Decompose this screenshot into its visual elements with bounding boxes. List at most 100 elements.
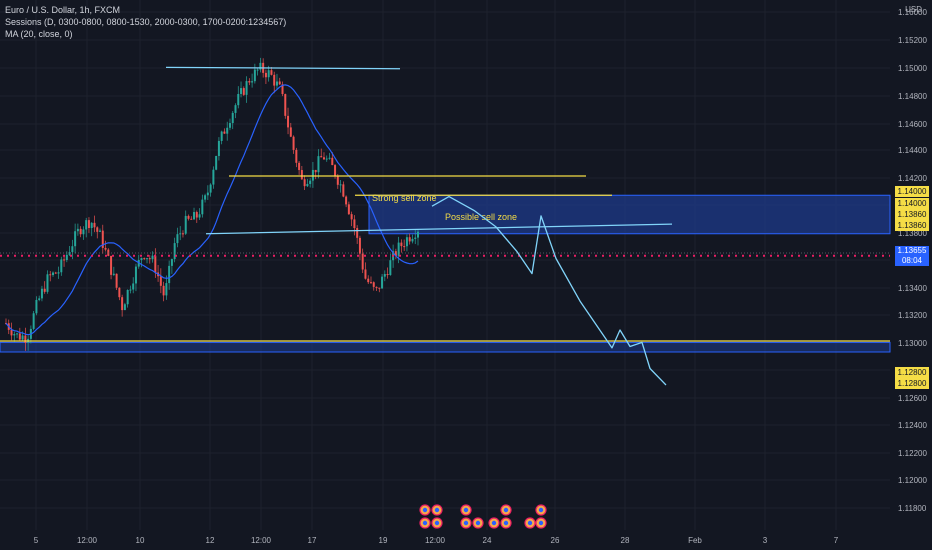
candle-body: [383, 274, 386, 277]
candle-body: [179, 233, 182, 235]
support-trendline: [205, 223, 673, 235]
candle-body: [129, 289, 132, 291]
candle-body: [303, 179, 306, 187]
candle-body: [328, 157, 331, 159]
x-tick-label: 28: [621, 536, 630, 545]
candle-body: [104, 247, 107, 250]
candle-body: [314, 169, 317, 173]
candle-body: [226, 127, 229, 134]
candle-body: [43, 288, 46, 292]
candle-body: [79, 228, 82, 235]
y-tick-label: 1.12400: [898, 421, 927, 430]
candle-body: [228, 123, 231, 128]
price-tag-zone-d: 1.13860: [895, 220, 929, 231]
candle-body: [201, 199, 204, 215]
price-tag-support-a: 1.12800: [895, 367, 929, 378]
candle-body: [386, 274, 389, 276]
candle-body: [223, 131, 226, 134]
y-tick-label: 1.13000: [898, 339, 927, 348]
y-tick-label: 1.15200: [898, 36, 927, 45]
candle-body: [181, 233, 184, 235]
candle-body: [212, 169, 215, 185]
candle-body: [400, 242, 403, 247]
candle-body: [295, 149, 298, 163]
event-flag-icon-core: [422, 520, 428, 526]
candle-body: [165, 283, 168, 296]
candle-body: [364, 269, 367, 279]
candle-body: [76, 228, 79, 232]
candle-body: [162, 285, 165, 296]
candle-body: [187, 215, 190, 219]
candle-body: [306, 183, 309, 187]
price-tag-zone-b: 1.14000: [895, 198, 929, 209]
candle-body: [378, 287, 381, 289]
candle-body: [289, 127, 292, 137]
candle-body: [99, 230, 102, 232]
y-tick-label: 1.13200: [898, 311, 927, 320]
candle-body: [204, 195, 207, 200]
candle-body: [52, 272, 55, 276]
candle-body: [242, 88, 245, 95]
candle-body: [49, 274, 52, 276]
x-tick-label: 24: [483, 536, 492, 545]
price-tag-zone-a: 1.14000: [895, 186, 929, 197]
candle-body: [356, 228, 359, 238]
event-flag-icon-core: [422, 507, 428, 513]
candle-body: [168, 265, 171, 284]
candle-body: [71, 246, 74, 253]
candle-body: [325, 158, 328, 160]
candle-body: [275, 81, 278, 86]
event-flag-icon-core: [538, 507, 544, 513]
candle-body: [46, 274, 49, 292]
candle-body: [347, 204, 350, 215]
candle-body: [176, 234, 179, 244]
projection-path: [431, 195, 667, 386]
current-price-tag: 1.13655 08:04: [895, 246, 929, 266]
support-zone-box: [0, 341, 891, 353]
candle-body: [256, 69, 259, 71]
candle-body: [74, 231, 77, 247]
candle-body: [121, 297, 124, 311]
candle-body: [292, 136, 295, 150]
candle-countdown: 08:04: [901, 256, 923, 265]
candle-body: [110, 255, 113, 275]
candle-body: [264, 72, 267, 78]
candle-body: [320, 156, 323, 158]
candle-body: [195, 212, 198, 218]
candle-body: [215, 155, 218, 170]
x-tick-label: 7: [834, 536, 839, 545]
y-tick-label: 1.12600: [898, 394, 927, 403]
candle-body: [54, 272, 57, 274]
candle-body: [85, 220, 88, 230]
x-tick-label: 10: [136, 536, 145, 545]
candle-body: [240, 88, 243, 94]
candle-body: [65, 254, 68, 261]
candle-body: [358, 237, 361, 254]
candle-body: [322, 157, 325, 160]
candle-body: [184, 215, 187, 234]
candle-body: [190, 218, 193, 220]
candle-body: [173, 243, 176, 260]
candle-body: [372, 282, 375, 287]
candle-body: [414, 237, 417, 239]
event-flag-icon-core: [463, 507, 469, 513]
candle-body: [231, 112, 234, 124]
candle-body: [375, 286, 378, 288]
candle-body: [18, 333, 21, 340]
y-tick-label: 1.16000: [898, 8, 927, 17]
chart-legend: Euro / U.S. Dollar, 1h, FXCM Sessions (D…: [5, 4, 286, 40]
x-tick-label: 19: [379, 536, 388, 545]
x-tick-label: 5: [34, 536, 39, 545]
possible-sell-label: Possible sell zone: [445, 212, 517, 222]
price-tag-zone-c: 1.13860: [895, 209, 929, 220]
candle-body: [336, 176, 339, 185]
candle-body: [248, 81, 251, 83]
candle-body: [417, 231, 419, 238]
candle-body: [198, 214, 201, 218]
candle-body: [311, 169, 314, 181]
candle-body: [115, 273, 118, 288]
event-flag-icon-core: [527, 520, 533, 526]
candle-body: [10, 329, 13, 336]
candle-body: [132, 283, 135, 290]
